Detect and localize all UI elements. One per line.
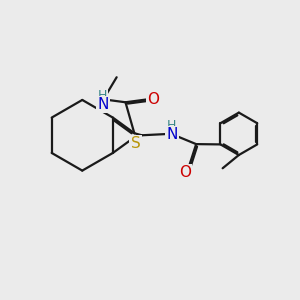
Text: O: O: [179, 165, 191, 180]
Text: N: N: [166, 127, 177, 142]
Text: N: N: [97, 97, 109, 112]
Text: S: S: [130, 136, 140, 151]
Text: O: O: [147, 92, 159, 107]
Text: H: H: [167, 119, 176, 132]
Text: H: H: [98, 89, 107, 102]
